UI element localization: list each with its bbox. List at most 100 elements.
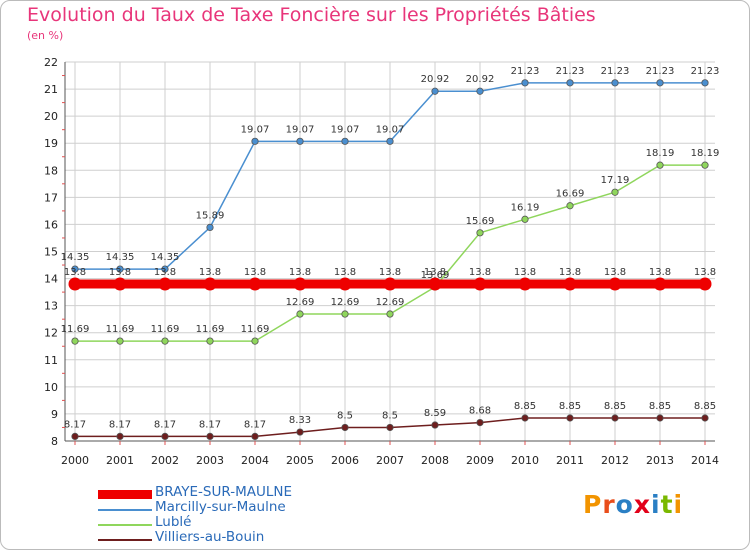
data-label: 14.35 [61,252,90,263]
data-label: 18.19 [691,148,720,159]
legend-swatch [98,539,152,541]
data-point [431,421,439,429]
legend-label: BRAYE-SUR-MAULNE [155,484,292,500]
data-point [338,277,352,291]
data-point [116,337,124,345]
x-tick-label: 2007 [376,454,404,467]
data-label: 14.35 [151,252,180,263]
data-point [116,432,124,440]
x-tick-label: 2004 [241,454,269,467]
data-point [158,277,172,291]
data-label: 13.8 [379,267,401,278]
data-point [521,215,529,223]
data-point [701,79,709,87]
y-tick-label: 22 [44,56,58,69]
x-tick-label: 2005 [286,454,314,467]
legend-swatch [98,489,152,499]
data-point [206,337,214,345]
data-point [251,432,259,440]
data-point [518,277,532,291]
y-tick-label: 9 [51,408,58,421]
data-point [251,337,259,345]
data-label: 8.33 [289,415,311,426]
data-point [203,277,217,291]
logo-letter: i [651,490,661,519]
data-point [161,265,169,273]
data-point [161,432,169,440]
data-point [521,79,529,87]
data-point [473,277,487,291]
y-tick-label: 16 [44,218,58,231]
data-label: 16.19 [511,202,540,213]
data-label: 20.92 [421,74,450,85]
data-point [476,229,484,237]
data-point [701,161,709,169]
data-point [341,310,349,318]
data-label: 19.07 [331,124,360,135]
data-label: 13.8 [64,267,86,278]
data-point [611,414,619,422]
data-point [341,423,349,432]
data-label: 11.69 [196,324,225,335]
data-point [71,337,79,345]
data-label: 8.85 [604,401,626,412]
data-point [563,277,577,291]
data-point [296,137,304,145]
data-label: 8.68 [469,406,491,417]
y-tick-label: 19 [44,137,58,150]
data-label: 11.69 [241,324,270,335]
y-tick-label: 10 [44,381,58,394]
data-label: 21.23 [646,66,675,77]
legend-swatch [98,509,152,511]
data-label: 13.8 [604,267,626,278]
data-label: 20.92 [466,74,495,85]
data-label: 8.59 [424,408,446,419]
data-point [566,414,574,422]
x-tick-label: 2011 [556,454,584,467]
logo-letter: t [660,490,674,519]
data-label: 13.8 [559,267,581,278]
legend-label: Villiers-au-Bouin [155,529,265,545]
x-tick-label: 2010 [511,454,539,467]
data-point [656,79,664,87]
data-point [656,161,664,169]
data-point [476,87,484,95]
y-tick-label: 14 [44,273,58,286]
logo-letter: i [673,490,684,519]
logo-letter: P [583,490,603,519]
data-point [161,337,169,345]
data-point [653,277,667,291]
logo-letter: r [602,490,616,519]
data-point [296,310,304,318]
chart-title: Evolution du Taux de Taxe Foncière sur l… [27,4,596,26]
data-label: 13.8 [424,267,446,278]
data-point [71,432,79,440]
data-label: 8.85 [649,401,671,412]
y-tick-label: 21 [44,83,58,96]
data-label: 13.8 [514,267,536,278]
y-tick-label: 11 [44,354,58,367]
data-label: 8.17 [64,419,86,430]
data-point [116,265,124,273]
data-point [248,277,262,291]
x-tick-label: 2001 [106,454,134,467]
data-label: 13.8 [289,267,311,278]
data-point [476,418,484,427]
data-point [296,428,304,436]
data-label: 8.17 [154,419,176,430]
data-label: 12.69 [376,297,405,308]
data-point [206,432,214,440]
data-label: 8.17 [109,419,131,430]
legend-label: Lublé [155,514,192,530]
x-tick-label: 2013 [646,454,674,467]
y-tick-label: 15 [44,246,58,259]
legend-label: Marcilly-sur-Maulne [155,499,286,515]
proxiti-logo: Proxiti [583,490,683,519]
legend-swatch [98,524,152,526]
data-point [521,414,529,422]
data-label: 11.69 [151,324,180,335]
data-point [701,414,709,422]
x-tick-label: 2008 [421,454,449,467]
series-layer [68,79,712,440]
